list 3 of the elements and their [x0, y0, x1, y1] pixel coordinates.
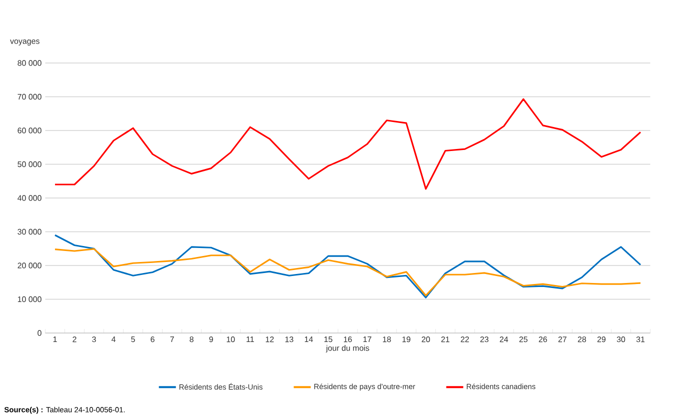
line-series [54, 98, 642, 190]
line-series [54, 234, 642, 298]
line-series [54, 248, 642, 296]
